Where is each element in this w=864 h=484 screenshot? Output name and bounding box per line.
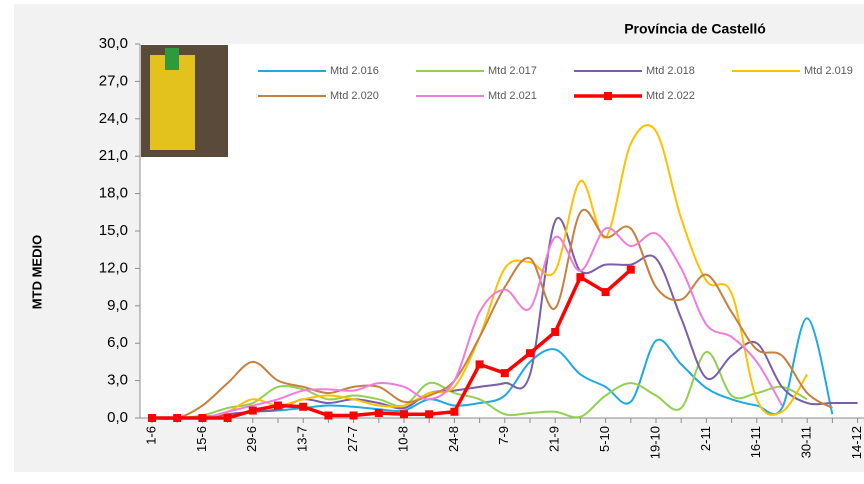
x-tick-label: 30-11 — [799, 426, 814, 458]
legend-label: Mtd 2.021 — [488, 90, 537, 102]
y-axis-label: MTD MEDIO — [29, 235, 44, 309]
point-marker — [475, 360, 484, 369]
y-tick-label: 15,0 — [99, 222, 128, 239]
point-marker — [198, 414, 207, 422]
y-tick-label: 21,0 — [99, 147, 128, 164]
x-tick-label: 29-6 — [244, 426, 259, 452]
y-tick-label: 6,0 — [107, 334, 128, 351]
series-line — [151, 208, 833, 420]
point-marker — [223, 414, 232, 422]
x-tick-label: 19-10 — [647, 426, 662, 459]
point-marker — [400, 410, 408, 419]
x-tick-label: 10-8 — [395, 426, 410, 452]
series-line — [151, 350, 808, 420]
point-marker — [576, 273, 585, 282]
chart-title: Província de Castelló — [624, 21, 766, 37]
point-marker — [374, 409, 383, 418]
y-tick-label: 27,0 — [99, 72, 128, 89]
point-marker — [148, 414, 156, 422]
x-tick-label: 16-11 — [748, 426, 763, 458]
y-tick-label: 9,0 — [107, 297, 128, 314]
series-line — [152, 217, 858, 420]
point-marker — [349, 411, 358, 420]
point-marker — [526, 349, 534, 358]
legend-label: Mtd 2.020 — [330, 90, 379, 102]
x-tick-label: 15-6 — [194, 426, 209, 452]
point-marker — [274, 401, 282, 410]
x-tick-label: 21-9 — [547, 426, 562, 452]
legend-label: Mtd 2.017 — [488, 65, 537, 77]
y-tick-label: 12,0 — [99, 259, 128, 276]
x-tick-label: 5-10 — [597, 426, 612, 452]
y-tick-label: 18,0 — [99, 185, 128, 202]
y-tick-label: 3,0 — [107, 372, 128, 389]
series-line — [152, 227, 783, 420]
legend-label: Mtd 2.019 — [804, 65, 853, 77]
y-tick-label: 24,0 — [99, 110, 128, 127]
series-line — [152, 268, 632, 420]
point-marker — [450, 407, 459, 416]
point-marker — [425, 410, 434, 419]
point-marker — [248, 406, 257, 415]
trap-photo — [141, 45, 228, 157]
point-marker — [551, 327, 560, 336]
legend-label: Mtd 2.016 — [330, 65, 379, 77]
point-marker — [626, 265, 635, 274]
point-marker — [601, 288, 610, 297]
point-marker — [299, 402, 308, 411]
legend-marker — [604, 92, 612, 100]
x-tick-label: 1-6 — [143, 426, 158, 445]
legend-label: Mtd 2.022 — [646, 90, 695, 102]
x-tick-label: 13-7 — [295, 426, 310, 452]
legend-label: Mtd 2.018 — [646, 65, 695, 77]
point-marker — [500, 369, 509, 378]
point-marker — [324, 411, 333, 420]
legend-box — [228, 46, 864, 122]
x-tick-label: 24-8 — [446, 426, 461, 452]
point-marker — [173, 414, 182, 422]
x-tick-label: 27-7 — [345, 426, 360, 452]
y-tick-label: 0,0 — [107, 409, 128, 426]
y-tick-label: 30,0 — [99, 35, 128, 52]
x-tick-label: 7-9 — [496, 426, 511, 445]
x-tick-label: 2-11 — [698, 426, 713, 451]
x-tick-label: 14-12 — [849, 426, 864, 459]
